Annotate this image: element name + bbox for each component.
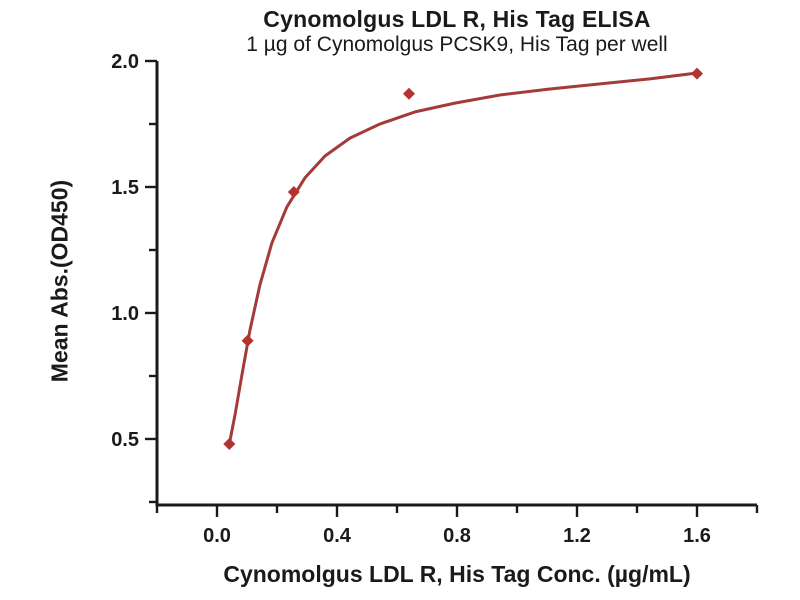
y-tick-label: 0.5	[111, 429, 139, 451]
data-point-marker	[241, 334, 254, 347]
fit-curve	[227, 71, 698, 448]
y-tick-label: 1.0	[111, 303, 139, 325]
data-point-marker	[691, 67, 703, 80]
data-point-marker	[403, 87, 415, 100]
x-tick-label: 1.2	[563, 525, 591, 547]
y-tick-label: 1.5	[111, 177, 139, 199]
data-point-marker	[223, 438, 236, 451]
x-tick-label: 0.0	[203, 525, 231, 547]
x-tick-label: 0.8	[443, 525, 471, 547]
x-tick-label: 1.6	[683, 525, 711, 547]
x-axis-label: Cynomolgus LDL R, His Tag Conc. (µg/mL)	[223, 561, 691, 587]
data-point-marker	[287, 186, 300, 199]
chart-subtitle: 1 µg of Cynomolgus PCSK9, His Tag per we…	[246, 33, 668, 56]
chart-title: Cynomolgus LDL R, His Tag ELISA	[263, 6, 651, 32]
x-tick-label: 0.4	[323, 525, 352, 547]
y-tick-label: 2.0	[111, 51, 139, 73]
